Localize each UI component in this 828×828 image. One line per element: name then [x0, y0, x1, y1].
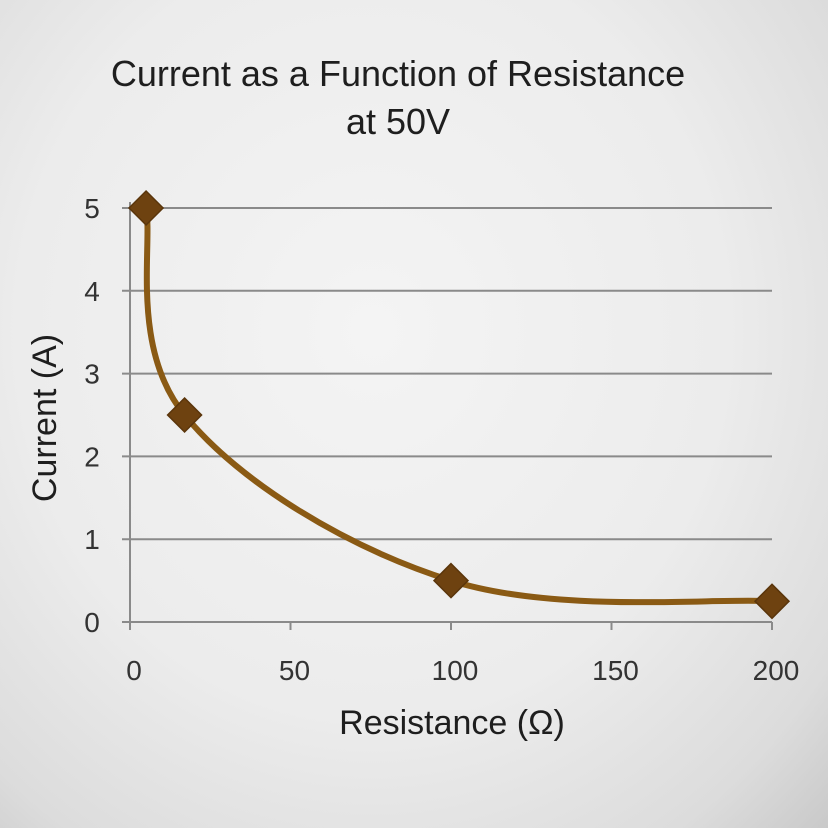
y-tick-label-4: 4: [84, 276, 100, 307]
y-tick-label-1: 1: [84, 524, 100, 555]
x-tick-label-150: 150: [592, 655, 639, 686]
axes: [122, 202, 773, 630]
x-tick-label-100: 100: [432, 655, 479, 686]
x-tick-label-50: 50: [279, 655, 310, 686]
x-axis-label: Resistance (Ω): [339, 704, 565, 742]
y-tick-labels: 0 1 2 3 4 5: [84, 193, 100, 638]
y-tick-label-2: 2: [84, 441, 100, 472]
data-point-3: [753, 583, 791, 620]
chart-title-line-1: Current as a Function of Resistance: [111, 53, 685, 94]
data-point-1: [166, 396, 203, 434]
series-line-0: [143, 205, 775, 606]
y-tick-label-5: 5: [84, 193, 100, 224]
x-tick-label-0: 0: [126, 655, 142, 686]
gridlines: [122, 207, 772, 541]
x-tick-label-200: 200: [753, 655, 800, 686]
data-point-0: [127, 189, 165, 227]
y-tick-label-0: 0: [84, 607, 100, 638]
series: [127, 189, 791, 620]
data-point-2: [432, 562, 470, 599]
y-tick-label-3: 3: [84, 359, 100, 390]
x-tick-labels: 0 50 100 150 200: [126, 655, 799, 686]
chart-title-line-2: at 50V: [346, 101, 450, 142]
y-axis-label: Current (A): [26, 334, 64, 502]
